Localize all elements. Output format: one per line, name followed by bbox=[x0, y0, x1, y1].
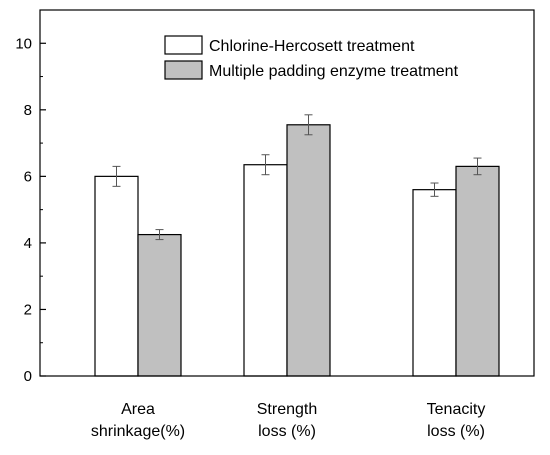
legend-swatch bbox=[164, 35, 203, 55]
bar bbox=[94, 175, 139, 377]
bar bbox=[243, 164, 288, 377]
x-category-label: Strength loss (%) bbox=[257, 401, 317, 440]
legend-swatch bbox=[164, 60, 203, 80]
y-tick-label: 2 bbox=[24, 301, 32, 318]
plot-frame bbox=[39, 9, 535, 377]
x-axis: Area shrinkage(%) Strength loss (%) Tenacity… bbox=[91, 401, 485, 440]
legend-label: Chlorine-Hercosett treatment bbox=[209, 38, 415, 55]
bar bbox=[412, 189, 457, 377]
y-tick-label: 10 bbox=[15, 35, 32, 52]
y-tick-label: 4 bbox=[24, 235, 32, 252]
bar bbox=[286, 124, 331, 377]
x-category-label: Tenacity loss (%) bbox=[427, 401, 486, 440]
legend: Chlorine-Hercosett treatment Multiple pad… bbox=[164, 35, 459, 80]
x-category-label: Area shrinkage(%) bbox=[91, 401, 185, 440]
y-tick-label: 6 bbox=[24, 168, 32, 185]
y-tick-label: 0 bbox=[24, 368, 32, 385]
y-tick-label: 8 bbox=[24, 102, 32, 119]
error-bars-layer bbox=[112, 114, 482, 241]
bars-layer bbox=[94, 124, 500, 377]
bar bbox=[455, 165, 500, 377]
bar bbox=[137, 233, 182, 377]
y-axis: 0 2 4 6 8 10 bbox=[15, 35, 46, 385]
legend-label: Multiple padding enzyme treatment bbox=[209, 63, 459, 80]
